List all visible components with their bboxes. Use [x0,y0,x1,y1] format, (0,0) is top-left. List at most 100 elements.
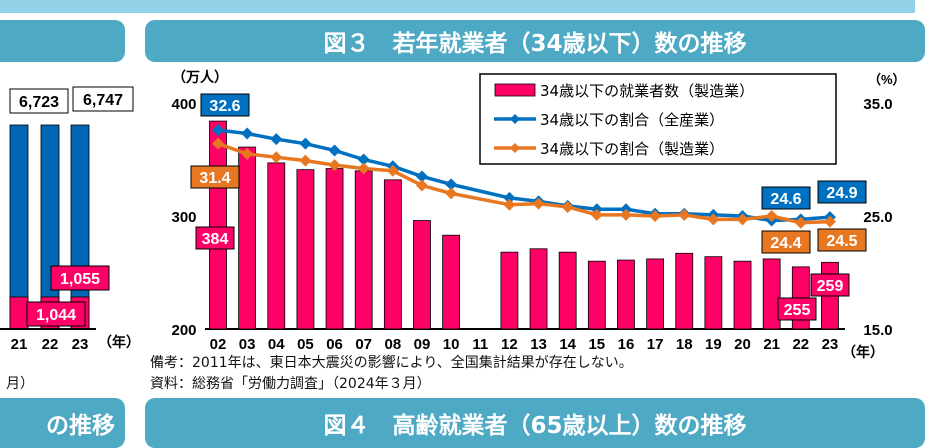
bar [704,256,723,330]
data-label-box [190,165,240,189]
x-tick-label: 13 [530,336,547,353]
bar [500,251,519,330]
bar [617,259,635,330]
x-tick-label: 03 [239,336,256,353]
data-label: 31.4 [199,170,230,187]
y-right-axis-label: （%） [868,72,906,87]
x-tick-label: 05 [297,336,314,353]
left-source-fragment: 月） [6,376,34,392]
bar [529,248,548,330]
data-label: 24.9 [826,185,857,202]
x-tick-label: 23 [822,336,839,353]
top-banner-strip [0,0,915,13]
line-point-marker [270,133,283,146]
line-point-marker [212,137,224,150]
line-point-marker [707,213,720,226]
data-label-box [195,226,235,250]
line-point-marker [445,178,458,191]
line-point-marker [532,197,545,210]
x-tick-label: 11 [472,336,488,353]
legend-entry: 34歳以下の割合（製造業） [540,140,724,158]
x-tick-label: 09 [414,336,431,353]
line-point-marker [328,159,341,172]
x-tick-label: 22 [792,336,809,353]
bar [325,168,344,330]
bar [675,252,694,330]
left-part-label: 1,044 [36,307,76,324]
line-point-marker [765,210,778,222]
line-point-marker [590,208,603,221]
y-left-tick-label: 200 [171,322,196,339]
x-axis-unit-label: （年） [842,344,884,360]
line-point-marker [386,164,399,177]
bar [558,251,577,330]
data-label-box [810,273,850,297]
y-right-tick-label: 35.0 [863,96,892,113]
bar [733,260,752,330]
x-tick-label: 02 [210,336,227,353]
data-label: 24.6 [770,191,801,208]
x-tick-label: 04 [268,336,285,353]
left-total-label-box [72,86,134,112]
line-point-marker [299,154,312,167]
x-tick-label: 08 [384,336,401,353]
x-tick-label: 16 [618,336,635,353]
left-part-label-box [50,265,110,291]
bar [587,260,606,330]
y-right-tick-label: 25.0 [863,209,892,226]
x-tick-label: 19 [705,336,722,353]
line-point-marker [794,216,807,229]
bar [442,234,461,330]
line-point-marker [503,191,516,204]
line-point-marker [561,200,574,213]
line-point-marker [649,210,662,222]
x-tick-label: 21 [763,336,780,353]
y-left-axis-label: （万人） [172,69,228,85]
x-tick-label: 10 [443,336,460,353]
x-tick-label: 07 [355,336,372,353]
left-bar-part [9,296,29,330]
left-x-unit-label: （年） [98,334,140,350]
bar [646,258,664,330]
data-label: 259 [817,278,844,295]
x-tick-label: 15 [588,336,605,353]
x-tick-label: 20 [734,336,751,353]
line-point-marker [415,179,428,192]
legend-box [479,73,837,165]
bar [762,258,781,330]
left-x-tick-label: 21 [11,336,28,353]
fig3-chart: 200 300 400 15.0 25.0 35.0 （万人） （%） 02 03 04 05 06 07… [0,69,906,360]
left-total-label-box [9,88,69,114]
bar [296,169,315,330]
data-label-box [761,186,811,210]
line-point-marker [241,127,254,140]
left-figure-header [0,20,125,62]
line-point-marker [241,147,254,160]
data-label: 24.4 [770,235,801,252]
data-label-box [200,93,250,117]
x-tick-label: 06 [326,336,343,353]
left-part-label-box [26,301,86,327]
bar [209,120,227,330]
data-label-box [761,230,811,254]
legend-swatch-marker [510,114,520,124]
line-point-marker [823,215,836,228]
data-label: 384 [202,231,229,248]
line-point-marker [299,137,312,150]
y-right-tick-label: 15.0 [863,322,892,339]
x-tick-label: 14 [559,336,576,353]
legend-entry: 34歳以下の割合（全産業） [540,111,724,129]
line-point-marker [503,198,516,211]
data-label: 32.6 [209,98,240,115]
data-label-box [817,228,867,252]
left-total-label: 6,747 [83,92,123,109]
line-point-marker [357,153,370,166]
data-label-box [777,297,817,321]
line-point-marker [445,187,458,200]
legend-swatch-bar [494,83,536,97]
x-tick-label: 12 [501,336,518,353]
bar [238,146,257,330]
data-label: 255 [784,302,811,319]
x-tick-label: 18 [676,336,693,353]
data-label: 24.5 [826,233,857,250]
